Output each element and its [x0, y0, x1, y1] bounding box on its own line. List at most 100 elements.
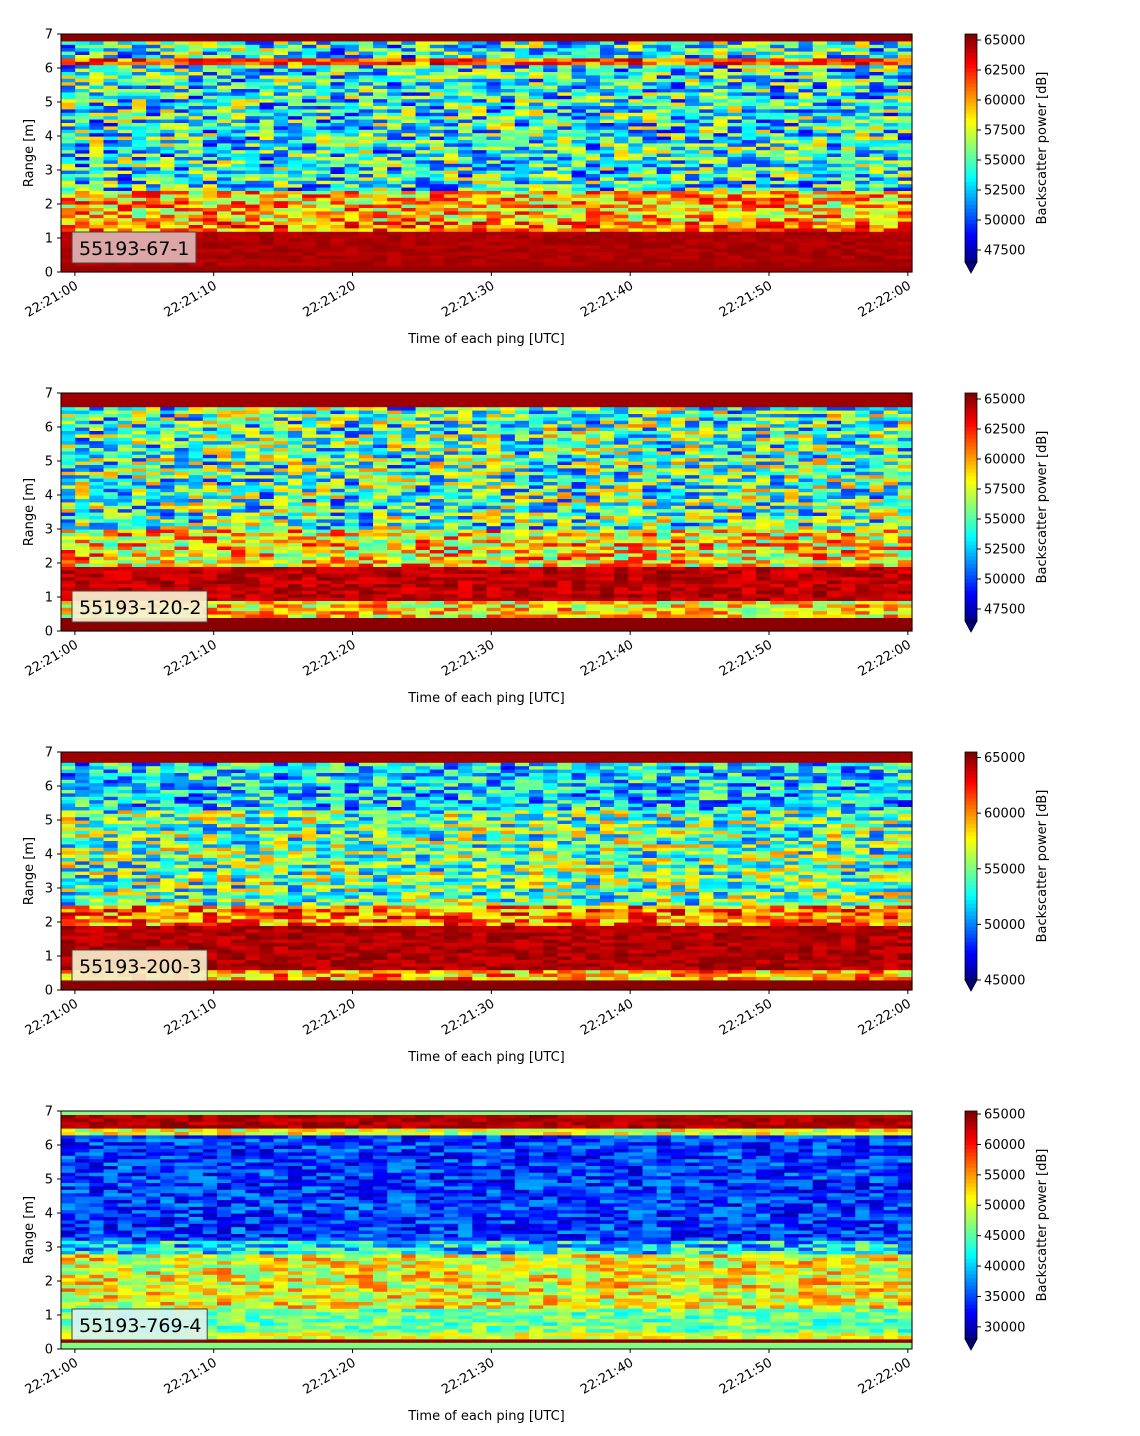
- heatmap-cell: [699, 251, 715, 256]
- heatmap-cell: [160, 78, 176, 83]
- heatmap-cell: [373, 258, 388, 263]
- heatmap-cell: [131, 88, 147, 93]
- heatmap-cell: [217, 149, 232, 154]
- heatmap-cell: [316, 78, 332, 83]
- heatmap-cell: [401, 261, 417, 266]
- heatmap-cell: [131, 210, 147, 215]
- heatmap-cell: [628, 34, 644, 38]
- heatmap-cell: [458, 231, 473, 236]
- heatmap-cell: [259, 139, 275, 144]
- heatmap-cell: [316, 170, 332, 174]
- heatmap-cell: [231, 255, 246, 259]
- heatmap-cell: [358, 251, 374, 256]
- heatmap-cell: [245, 217, 261, 222]
- heatmap-cell: [529, 34, 544, 38]
- heatmap-cell: [358, 136, 374, 140]
- heatmap-cell: [316, 261, 332, 266]
- heatmap-cell: [514, 74, 530, 79]
- heatmap-cell: [585, 115, 601, 120]
- heatmap-cell: [75, 393, 90, 397]
- heatmap-cell: [869, 251, 885, 256]
- heatmap-cell: [174, 108, 190, 113]
- heatmap-cell: [557, 244, 573, 249]
- heatmap-cell: [316, 54, 332, 59]
- heatmap-cell: [188, 200, 204, 205]
- heatmap-cell: [231, 98, 246, 103]
- heatmap-cell: [202, 34, 218, 38]
- heatmap-cell: [75, 37, 90, 42]
- heatmap-cell: [415, 265, 431, 270]
- heatmap-cell: [358, 129, 374, 134]
- heatmap-cell: [217, 180, 232, 185]
- heatmap-cell: [89, 64, 105, 69]
- heatmap-cell: [358, 71, 374, 76]
- heatmap-cell: [89, 190, 105, 195]
- heatmap-cell: [656, 265, 672, 270]
- heatmap-cell: [131, 102, 147, 106]
- heatmap-cell: [217, 255, 232, 259]
- heatmap-cell: [472, 71, 488, 76]
- heatmap-cell: [117, 163, 133, 168]
- heatmap-cell: [103, 471, 119, 476]
- heatmap-cell: [259, 234, 275, 239]
- heatmap-cell: [500, 54, 516, 59]
- heatmap-cell: [571, 255, 587, 259]
- heatmap-cell: [486, 251, 502, 256]
- heatmap-cell: [401, 125, 417, 130]
- heatmap-cell: [514, 241, 530, 246]
- heatmap-cell: [514, 190, 530, 195]
- heatmap-cell: [486, 210, 502, 215]
- heatmap-cell: [543, 204, 559, 208]
- heatmap-cell: [755, 132, 771, 137]
- heatmap-cell: [217, 85, 232, 89]
- heatmap-cell: [316, 102, 332, 106]
- heatmap-cell: [599, 268, 615, 273]
- heatmap-cell: [344, 170, 360, 174]
- heatmap-cell: [188, 261, 204, 266]
- heatmap-cell: [259, 193, 275, 198]
- heatmap-cell: [202, 187, 218, 191]
- heatmap-cell: [401, 214, 417, 219]
- heatmap-cell: [543, 51, 559, 55]
- heatmap-cell: [500, 173, 516, 178]
- heatmap-cell: [500, 231, 516, 236]
- heatmap-cell: [500, 221, 516, 225]
- heatmap-cell: [458, 125, 473, 130]
- heatmap-cell: [273, 139, 289, 144]
- heatmap-cell: [174, 119, 190, 123]
- heatmap-cell: [543, 173, 559, 178]
- heatmap-cell: [259, 248, 275, 253]
- heatmap-cell: [571, 78, 587, 83]
- heatmap-cell: [89, 210, 105, 215]
- heatmap-cell: [571, 210, 587, 215]
- heatmap-cell: [146, 156, 161, 161]
- heatmap-cell: [373, 98, 388, 103]
- heatmap-cell: [316, 119, 332, 123]
- heatmap-cell: [188, 98, 204, 103]
- heatmap-cell: [628, 217, 644, 222]
- heatmap-cell: [61, 183, 76, 188]
- heatmap-cell: [585, 129, 601, 134]
- heatmap-cell: [458, 156, 473, 161]
- heatmap-cell: [387, 85, 402, 89]
- heatmap-cell: [188, 88, 204, 93]
- heatmap-cell: [217, 258, 232, 263]
- heatmap-cell: [869, 244, 885, 249]
- heatmap-cell: [599, 207, 615, 212]
- heatmap-cell: [358, 153, 374, 157]
- heatmap-cell: [585, 261, 601, 266]
- heatmap-cell: [614, 166, 629, 171]
- heatmap-cell: [599, 217, 615, 222]
- heatmap-cell: [486, 248, 502, 253]
- heatmap-cell: [557, 95, 573, 100]
- heatmap-cell: [259, 163, 275, 168]
- heatmap-cell: [443, 119, 459, 123]
- heatmap-cell: [89, 136, 105, 140]
- heatmap-cell: [557, 91, 573, 96]
- heatmap-cell: [415, 176, 431, 181]
- heatmap-cell: [131, 217, 147, 222]
- heatmap-cell: [131, 40, 147, 45]
- heatmap-cell: [458, 112, 473, 117]
- heatmap-cell: [131, 197, 147, 202]
- heatmap-cell: [401, 176, 417, 181]
